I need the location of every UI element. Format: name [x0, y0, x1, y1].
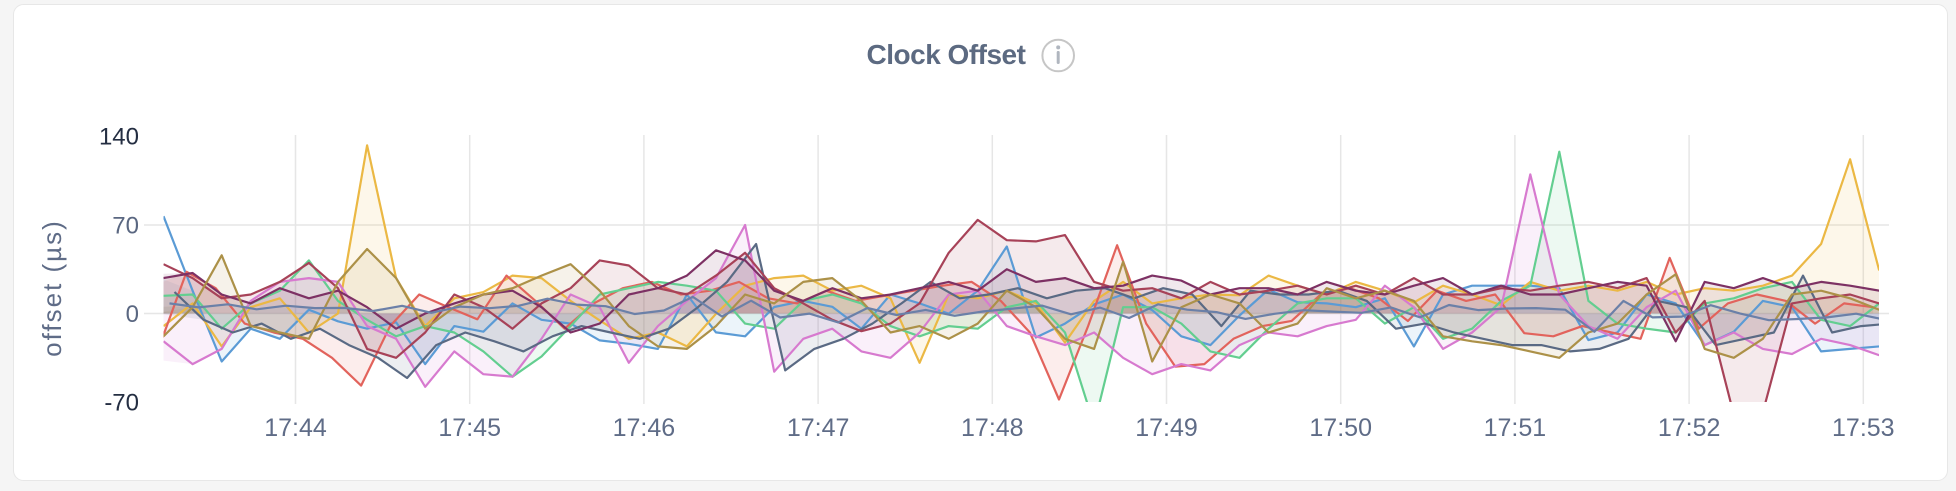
svg-text:0: 0: [126, 301, 139, 328]
svg-text:17:50: 17:50: [1309, 414, 1372, 442]
svg-text:17:44: 17:44: [264, 414, 327, 442]
svg-text:offset (µs): offset (µs): [37, 219, 67, 357]
svg-text:Clock Offset: Clock Offset: [867, 39, 1026, 70]
svg-text:140: 140: [99, 124, 139, 151]
svg-text:17:53: 17:53: [1832, 414, 1895, 442]
svg-text:-70: -70: [104, 390, 139, 417]
svg-text:17:51: 17:51: [1484, 414, 1547, 442]
svg-text:17:48: 17:48: [961, 414, 1024, 442]
svg-text:17:46: 17:46: [613, 414, 676, 442]
svg-text:17:49: 17:49: [1135, 414, 1198, 442]
svg-text:17:45: 17:45: [438, 414, 501, 442]
svg-text:17:52: 17:52: [1658, 414, 1721, 442]
svg-text:70: 70: [112, 213, 139, 240]
svg-text:17:47: 17:47: [787, 414, 850, 442]
